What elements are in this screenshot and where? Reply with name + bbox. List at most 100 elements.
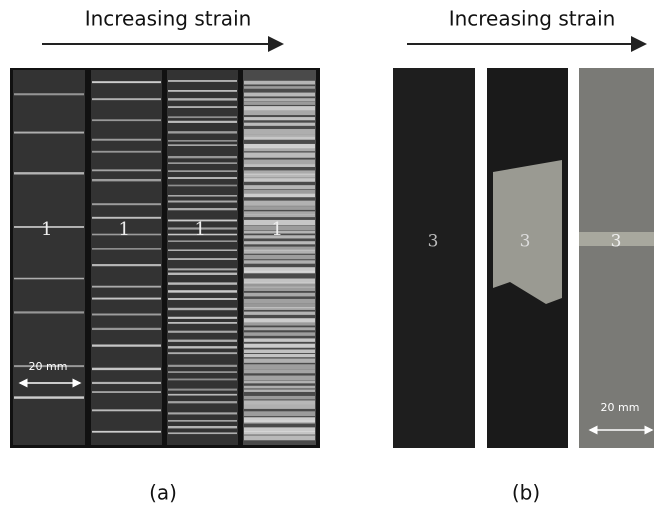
crack [168, 98, 237, 101]
crack [168, 162, 237, 164]
crack [168, 194, 237, 197]
scale-label: 20 mm [601, 401, 640, 414]
crack [168, 219, 237, 222]
crack [244, 241, 315, 245]
crack [168, 139, 237, 142]
crack [244, 332, 315, 336]
specimen-strip [13, 70, 85, 445]
crack [244, 292, 315, 297]
crack [168, 272, 237, 275]
specimen-mark: 1 [195, 219, 206, 240]
crack [244, 211, 315, 215]
crack [168, 346, 237, 349]
crack [168, 90, 237, 92]
crack [92, 119, 161, 122]
crack [244, 286, 315, 292]
crack [92, 327, 161, 331]
specimen-mark: 3 [520, 232, 531, 252]
specimen-mark: 1 [41, 219, 52, 240]
crack [92, 313, 161, 316]
crack [168, 131, 237, 134]
crack [244, 164, 315, 167]
crack [244, 369, 315, 374]
crack [244, 152, 315, 158]
crack [92, 248, 161, 250]
crack [244, 318, 315, 323]
crack [244, 270, 315, 274]
crack [244, 147, 315, 152]
crack [244, 303, 315, 308]
crack [244, 427, 315, 432]
crack [244, 400, 315, 405]
crack [14, 172, 84, 175]
crack [244, 122, 315, 126]
crack [92, 178, 161, 182]
crack [14, 277, 84, 280]
crack [92, 381, 161, 385]
crack [168, 307, 237, 311]
crack [244, 117, 315, 121]
crack [168, 184, 237, 187]
crack [168, 227, 237, 230]
crack [244, 327, 315, 331]
crack [244, 380, 315, 384]
crack [244, 417, 315, 423]
crack [244, 435, 315, 441]
crack [168, 393, 237, 396]
crack [244, 230, 315, 234]
crack [244, 193, 315, 198]
crack [92, 391, 161, 393]
crack [244, 92, 315, 97]
crack [244, 282, 315, 288]
crack [168, 170, 237, 172]
panel-label: (b) [512, 481, 540, 505]
crack [168, 412, 237, 415]
crack [168, 282, 237, 285]
crack [14, 311, 84, 314]
panel-heading: Increasing strain [85, 7, 252, 31]
crack [168, 80, 237, 82]
crack [244, 364, 315, 370]
crack [244, 267, 315, 273]
crack [244, 343, 315, 348]
crack [92, 344, 161, 347]
crack [244, 430, 315, 435]
crack [168, 316, 237, 319]
crack [168, 200, 237, 203]
specimen-strip [393, 68, 475, 448]
crack [92, 216, 161, 219]
crack [168, 120, 237, 123]
crack [244, 311, 315, 315]
crack [14, 396, 84, 399]
crack [244, 338, 315, 342]
specimen-mark: 1 [119, 219, 130, 240]
crack [244, 249, 315, 254]
crack [92, 150, 161, 153]
crack [244, 219, 315, 226]
specimen-strip [91, 70, 162, 445]
crack [244, 86, 315, 89]
crack [168, 240, 237, 242]
crack [244, 200, 315, 206]
crack [244, 235, 315, 239]
crack [92, 409, 161, 412]
crack [168, 401, 237, 404]
specimen-strip [579, 68, 654, 448]
crack [244, 143, 315, 149]
crack [92, 430, 161, 433]
crack [168, 432, 237, 435]
crack [168, 155, 237, 159]
scale-label: 20 mm [29, 360, 68, 373]
crack [168, 388, 237, 391]
crack [168, 419, 237, 422]
crack [14, 93, 84, 96]
crack [244, 246, 315, 251]
crack [14, 365, 84, 368]
crack [168, 208, 237, 211]
crack [168, 290, 237, 293]
specimen-mark: 3 [428, 232, 439, 252]
crack [244, 214, 315, 218]
crack [244, 98, 315, 102]
crack [244, 278, 315, 284]
